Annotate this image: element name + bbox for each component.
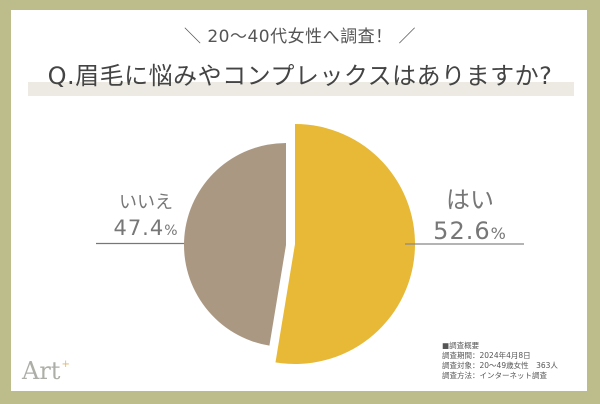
label-no-name: いいえ — [119, 192, 173, 213]
notes-heading: ■調査概要 — [442, 341, 480, 350]
chart-subtitle: ＼ 20〜40代女性へ調査！ ／ — [183, 27, 417, 47]
survey-notes: ■調査概要 調査期間：2024年4月8日 調査対象：20〜49歳女性 363人 … — [442, 341, 558, 381]
logo-plus-icon: + — [61, 359, 70, 370]
label-no-value: 47.4% — [113, 216, 179, 240]
notes-line: 調査期間：2024年4月8日 — [442, 351, 531, 360]
label-yes-value: 52.6% — [433, 217, 507, 245]
notes-line: 調査方法：インターネット調査 — [442, 371, 547, 380]
notes-line: 調査対象：20〜49歳女性 363人 — [442, 361, 558, 370]
pie-slice-yes — [275, 124, 415, 364]
label-yes: はい 52.6% — [415, 180, 525, 245]
pie-slice-no — [183, 143, 286, 346]
brand-logo: Art+ — [22, 357, 70, 385]
label-no: いいえ 47.4% — [96, 188, 196, 240]
chart-title: Q.眉毛に悩みやコンプレックスはありますか? — [47, 62, 553, 90]
title-highlight — [28, 82, 574, 96]
label-yes-name: はい — [446, 186, 494, 214]
